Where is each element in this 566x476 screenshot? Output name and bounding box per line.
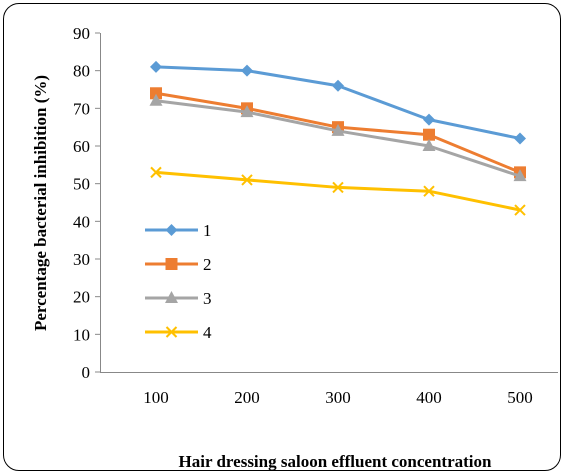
y-tick-label: 0 xyxy=(82,363,91,382)
legend-label: 2 xyxy=(203,255,212,274)
y-tick-label: 20 xyxy=(73,288,90,307)
data-point xyxy=(423,114,435,126)
x-tick-label: 100 xyxy=(143,388,169,407)
legend: 1 2 3 4 xyxy=(145,221,212,342)
legend-marker xyxy=(166,258,178,270)
series-line xyxy=(156,101,520,176)
y-axis-title: Percentage bacterial inhibition (%) xyxy=(31,75,50,331)
legend-marker xyxy=(166,224,178,236)
y-tick-label: 60 xyxy=(73,137,90,156)
data-point xyxy=(423,129,435,141)
x-tick-label: 500 xyxy=(507,388,533,407)
legend-item: 2 xyxy=(145,255,212,274)
legend-label: 4 xyxy=(203,323,212,342)
data-point xyxy=(241,65,253,77)
legend-item: 4 xyxy=(145,323,212,342)
legend-item: 1 xyxy=(145,221,212,240)
legend-label: 1 xyxy=(203,221,212,240)
data-point xyxy=(332,80,344,92)
x-axis-title: Hair dressing saloon effluent concentrat… xyxy=(179,452,492,471)
x-tick-label: 400 xyxy=(416,388,442,407)
x-tick-label: 200 xyxy=(234,388,260,407)
series-3 xyxy=(150,94,527,181)
legend-label: 3 xyxy=(203,289,212,308)
y-tick-label: 50 xyxy=(73,175,90,194)
data-point xyxy=(514,132,526,144)
legend-item: 3 xyxy=(145,289,212,308)
y-tick-label: 10 xyxy=(73,325,90,344)
series-4 xyxy=(151,167,525,215)
y-tick-label: 30 xyxy=(73,250,90,269)
y-tick-label: 80 xyxy=(73,62,90,81)
data-point xyxy=(150,61,162,73)
series-line xyxy=(156,172,520,210)
y-tick-label: 90 xyxy=(73,24,90,43)
y-tick-label: 70 xyxy=(73,99,90,118)
y-tick-label: 40 xyxy=(73,212,90,231)
series-layer xyxy=(150,61,527,215)
x-tick-label: 300 xyxy=(325,388,351,407)
